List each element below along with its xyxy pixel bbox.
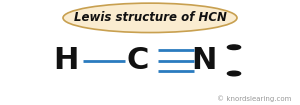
Ellipse shape (63, 3, 237, 33)
Circle shape (227, 45, 241, 50)
Text: © knordslearing.com: © knordslearing.com (217, 95, 291, 102)
Circle shape (227, 71, 241, 76)
Text: N: N (191, 46, 217, 75)
Text: H: H (53, 46, 79, 75)
Text: Lewis structure of HCN: Lewis structure of HCN (74, 11, 226, 24)
Text: C: C (127, 46, 149, 75)
